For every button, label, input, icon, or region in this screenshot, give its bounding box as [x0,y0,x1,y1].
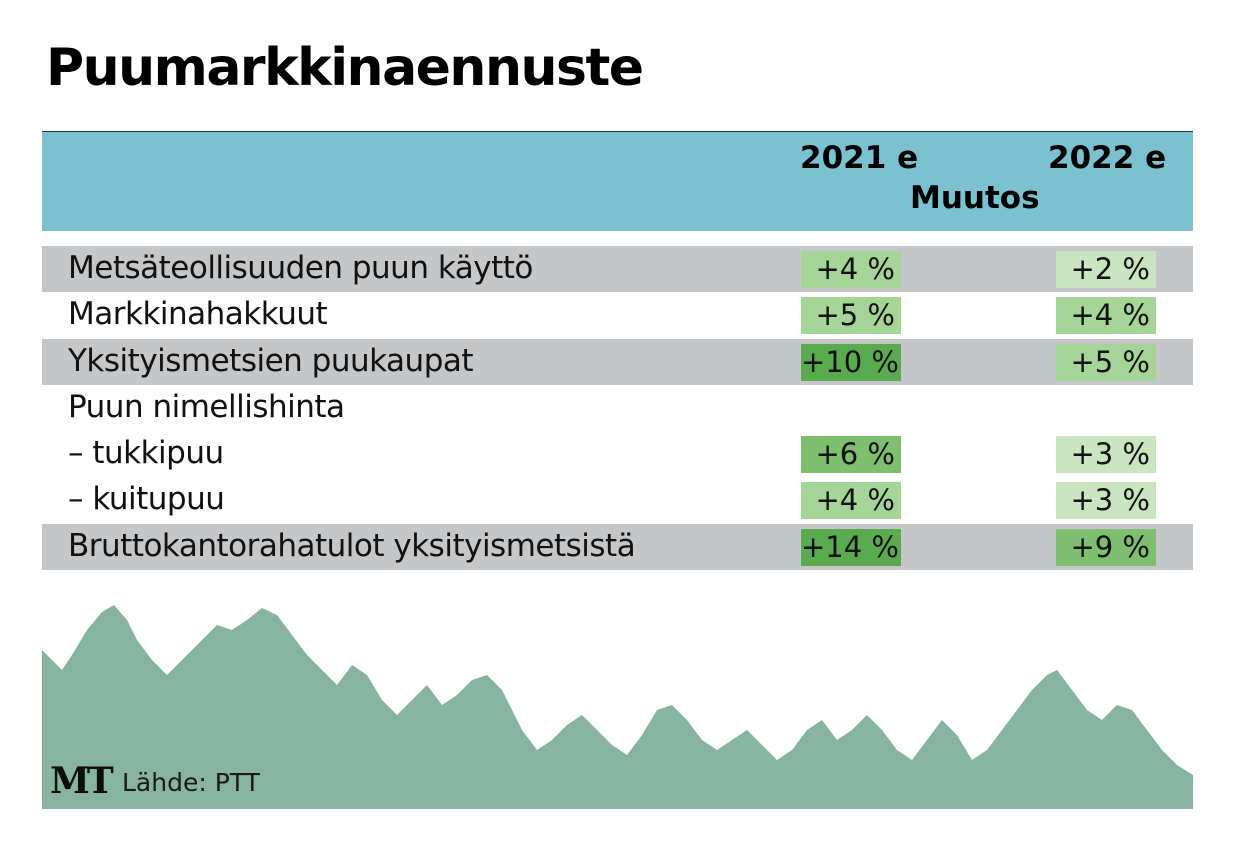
row-label: Yksityismetsien puukaupat [68,342,474,379]
cell-value-2021: +4 % [801,482,901,520]
table-row: Metsäteollisuuden puun käyttö +4 % +2 % [42,246,1193,293]
row-label: – kuitupuu [68,481,225,518]
cell-value-2022: +3 % [1056,436,1156,474]
column-header-2022: 2022 e [1048,140,1167,176]
table-row: – kuitupuu +4 % +3 % [42,477,1193,523]
table-row: Bruttokantorahatulot yksityismetsistä +14… [42,523,1193,571]
cell-value-2021: +6 % [801,436,901,474]
cell-value-2022: +5 % [1056,343,1156,381]
column-header-2021: 2021 e [800,140,919,176]
row-label: Puun nimellishinta [68,388,345,425]
table-row: Yksityismetsien puukaupat +10 % +5 % [42,338,1193,385]
mt-logo: MT [50,760,114,802]
row-label: – tukkipuu [68,435,224,472]
cell-value-2022: +4 % [1056,297,1156,335]
row-label: Markkinahakkuut [68,296,328,333]
table-row: Puun nimellishinta [42,385,1193,431]
table-row: – tukkipuu +6 % +3 % [42,431,1193,477]
cell-value-2021: +4 % [801,251,901,288]
table-body: Metsäteollisuuden puun käyttö +4 % +2 % Mar… [42,246,1193,571]
row-label: Metsäteollisuuden puun käyttö [68,250,533,286]
row-label: Bruttokantorahatulot yksityismetsistä [68,527,636,564]
column-group-header-muutos: Muutos [910,180,1040,216]
cell-value-2022: +3 % [1056,482,1156,520]
source-note: Lähde: PTT [122,768,260,797]
forest-silhouette-illustration [42,605,1193,809]
cell-value-2022: +2 % [1056,251,1156,288]
cell-value-2021: +14 % [801,528,901,566]
cell-value-2021: +10 % [801,343,901,381]
table-header-band [42,131,1193,231]
cell-value-2021: +5 % [801,297,901,335]
cell-value-2022: +9 % [1056,528,1156,566]
chart-title: Puumarkkinaennuste [46,38,644,98]
table-row: Markkinahakkuut +5 % +4 % [42,292,1193,338]
